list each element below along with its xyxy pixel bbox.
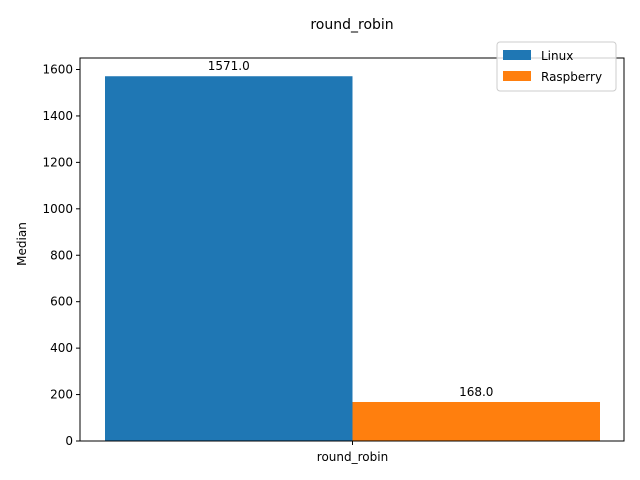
x-axis-ticks: round_robin: [317, 441, 388, 464]
bar-linux: [105, 76, 353, 441]
bar-value-label: 168.0: [459, 385, 493, 399]
bar-value-label: 1571.0: [208, 59, 250, 73]
y-tick-label: 1200: [42, 155, 73, 169]
legend-label-linux: Linux: [541, 49, 573, 63]
y-tick-label: 800: [50, 248, 73, 262]
y-axis-ticks: 0 200 400 600 800 1000 1200 1400 1600: [42, 63, 80, 448]
bar-raspberry: [352, 401, 600, 441]
x-tick-label: round_robin: [317, 450, 388, 464]
y-tick-label: 400: [50, 341, 73, 355]
y-tick-label: 200: [50, 388, 73, 402]
y-tick-label: 600: [50, 295, 73, 309]
legend-swatch-linux: [503, 50, 531, 60]
chart-title: round_robin: [310, 17, 393, 33]
legend: Linux Raspberry: [496, 41, 617, 92]
legend-swatch-raspberry: [503, 71, 531, 81]
y-tick-label: 0: [65, 434, 73, 448]
y-tick-label: 1000: [42, 202, 73, 216]
y-tick-label: 1600: [42, 63, 73, 77]
y-tick-label: 1400: [42, 109, 73, 123]
bar-value-labels: 1571.0 168.0: [208, 59, 494, 399]
plot-area-frame: [79, 57, 625, 442]
y-axis-label: Median: [15, 222, 29, 266]
bars-group: [105, 76, 600, 441]
legend-label-raspberry: Raspberry: [541, 70, 602, 84]
